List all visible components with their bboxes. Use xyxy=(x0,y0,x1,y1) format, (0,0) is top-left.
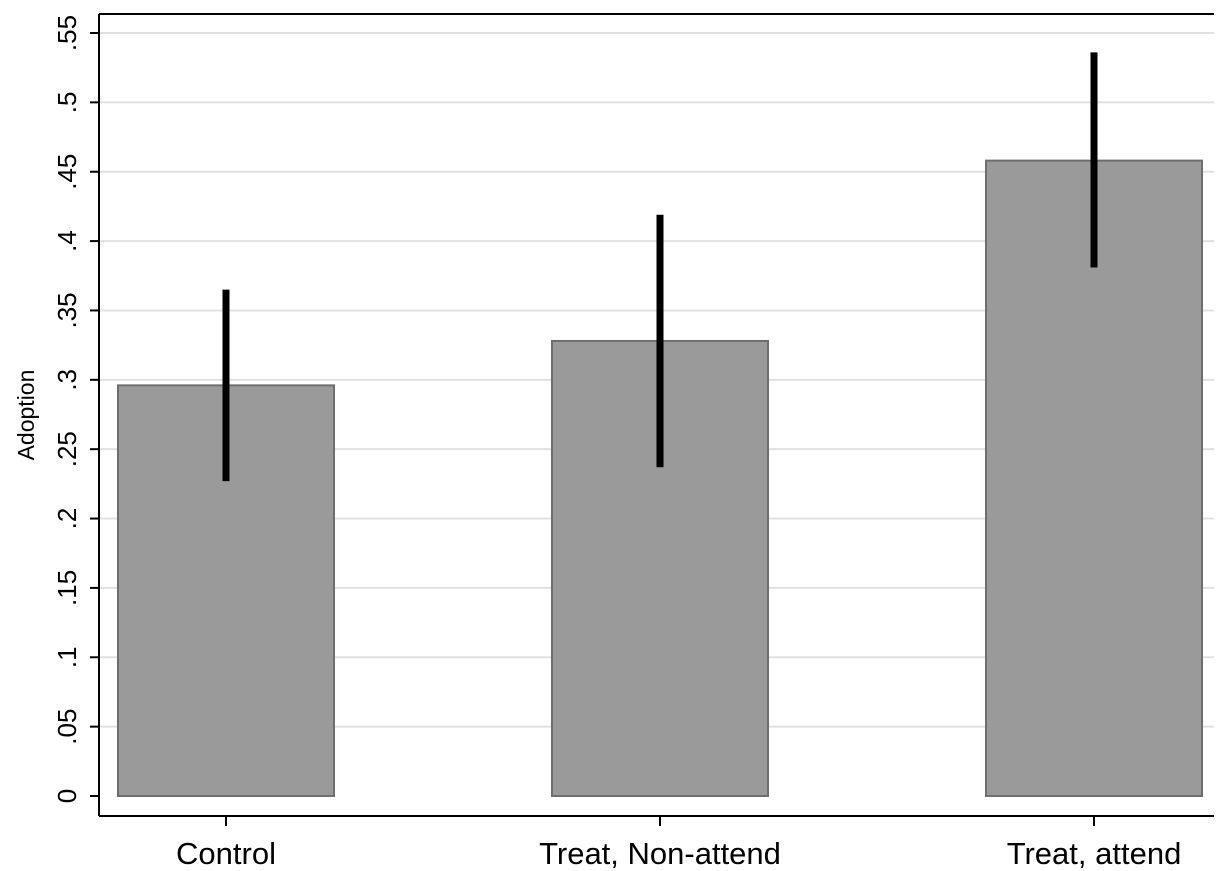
y-tick-label: .45 xyxy=(52,154,82,190)
y-tick-label: .15 xyxy=(52,570,82,606)
y-tick-label: .1 xyxy=(52,646,82,668)
x-tick-label: Treat, attend xyxy=(1007,836,1182,871)
y-tick-label: .4 xyxy=(52,230,82,252)
y-tick-label: 0 xyxy=(52,789,82,803)
x-tick-label: Control xyxy=(176,836,276,871)
x-tick-labels: Control Treat, Non-attend Treat, attend xyxy=(176,836,1181,871)
y-tick-label: .2 xyxy=(52,508,82,530)
x-tick-label: Treat, Non-attend xyxy=(539,836,781,871)
y-tick-label: .55 xyxy=(52,15,82,51)
y-tick-label: .3 xyxy=(52,369,82,391)
y-tick-label: .25 xyxy=(52,431,82,467)
y-tick-label: .05 xyxy=(52,709,82,745)
y-tick-labels: 0 .05 .1 .15 .2 .25 .3 .35 .4 .45 .5 .55 xyxy=(52,15,82,803)
y-axis-title: Adoption xyxy=(13,370,39,461)
error-bars xyxy=(222,52,1098,482)
y-tick-label: .35 xyxy=(52,292,82,328)
axes xyxy=(90,13,1214,826)
y-tick-label: .5 xyxy=(52,92,82,114)
